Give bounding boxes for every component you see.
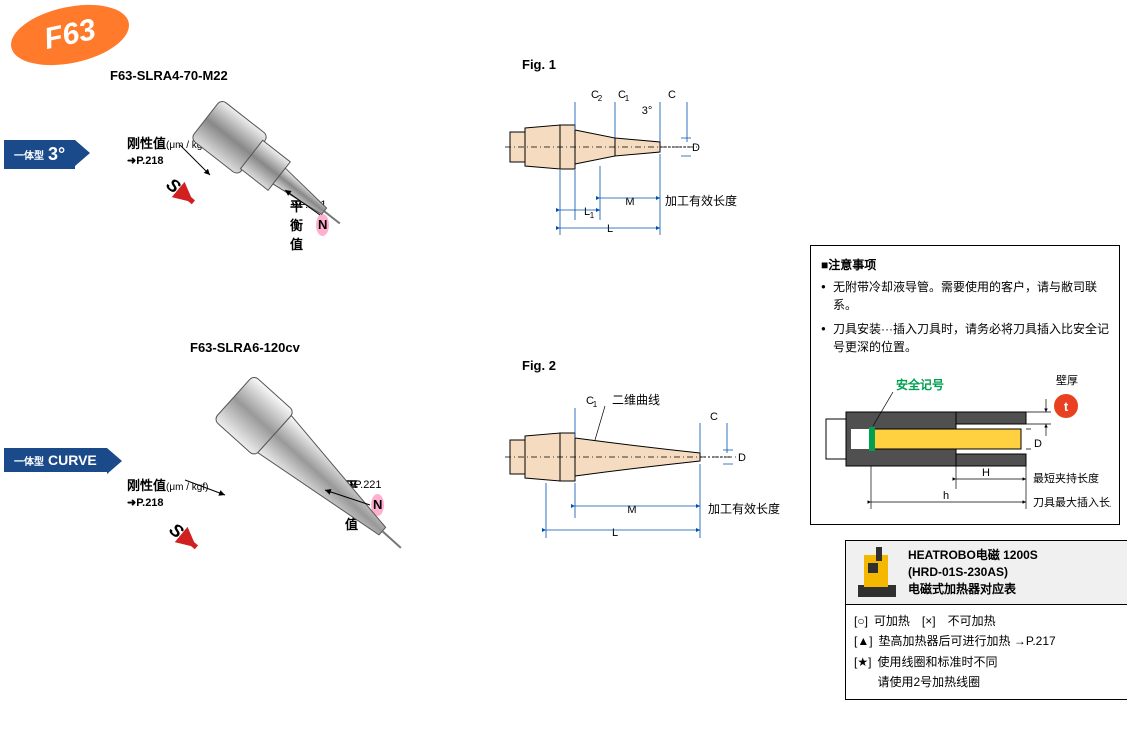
fig1-diagram: C2 C1 C 3° D L1 M L 加工有效长度 xyxy=(505,80,805,253)
tool-holder-image-1 xyxy=(160,85,370,248)
s-marker-1: S xyxy=(155,170,205,223)
svg-text:1: 1 xyxy=(593,400,598,409)
curve-label: 二维曲线 xyxy=(612,393,660,407)
svg-text:C: C xyxy=(710,411,718,423)
safety-diagram: 安全记号 壁厚 t D H h 最短夹持长度 刀具最大插入长度 xyxy=(821,364,1109,514)
svg-text:刀具最大插入长度: 刀具最大插入长度 xyxy=(1033,495,1111,509)
svg-text:最短夹持长度: 最短夹持长度 xyxy=(1033,471,1099,485)
note-item: 无附带冷却液导管。需要使用的客户，请与敝司联系。 xyxy=(833,278,1109,314)
svg-text:L: L xyxy=(607,223,613,235)
heater-title-3: 电磁式加热器对应表 xyxy=(908,581,1038,598)
f63-badge: F63 xyxy=(5,0,135,70)
svg-text:3°: 3° xyxy=(642,105,653,117)
heater-title-2: (HRD-01S-230AS) xyxy=(908,564,1038,581)
effective-length-1: 加工有效长度 xyxy=(665,193,737,208)
svg-text:1: 1 xyxy=(590,211,595,220)
svg-text:H: H xyxy=(982,467,990,479)
s-marker-2: S xyxy=(158,515,208,568)
svg-text:1: 1 xyxy=(625,94,630,103)
heater-title-1: HEATROBO电磁 1200S xyxy=(908,547,1038,564)
heater-icon xyxy=(850,545,900,600)
notes-box: ■注意事项 无附带冷却液导管。需要使用的客户，请与敝司联系。 刀具安装···插入… xyxy=(810,245,1120,525)
note-item: 刀具安装···插入刀具时，请务必将刀具插入比安全记号更深的位置。 xyxy=(833,320,1109,356)
type-tag-curve: 一体型 CURVE xyxy=(4,448,107,472)
product2-model-label: F63-SLRA6-120cv xyxy=(190,340,300,355)
heater-legend: [○]可加热 [×] 不可加热 [▲]垫高加热器后可进行加热 →P.217 [★… xyxy=(846,605,1127,699)
svg-text:D: D xyxy=(738,452,746,464)
svg-text:D: D xyxy=(692,142,700,154)
type-tag-3deg: 一体型 3° xyxy=(4,140,75,169)
effective-length-2: 加工有效长度 xyxy=(708,501,780,516)
svg-text:L: L xyxy=(612,527,618,539)
notes-title: ■注意事项 xyxy=(821,256,1109,274)
svg-text:t: t xyxy=(1064,399,1069,414)
svg-text:C: C xyxy=(668,89,676,101)
product1-model-label: F63-SLRA4-70-M22 xyxy=(110,68,228,83)
fig2-label: Fig. 2 xyxy=(522,358,556,373)
svg-text:壁厚: 壁厚 xyxy=(1056,373,1078,387)
heater-table-box: HEATROBO电磁 1200S (HRD-01S-230AS) 电磁式加热器对… xyxy=(845,540,1127,700)
fig1-label: Fig. 1 xyxy=(522,57,556,72)
svg-text:h: h xyxy=(943,490,949,502)
fig2-diagram: C1 C D M L 二维曲线 加工有效长度 xyxy=(505,388,815,561)
tool-holder-image-2 xyxy=(170,360,440,593)
heater-header: HEATROBO电磁 1200S (HRD-01S-230AS) 电磁式加热器对… xyxy=(846,541,1127,605)
svg-text:安全记号: 安全记号 xyxy=(896,377,944,392)
svg-text:D: D xyxy=(1034,438,1042,450)
svg-text:2: 2 xyxy=(598,94,603,103)
